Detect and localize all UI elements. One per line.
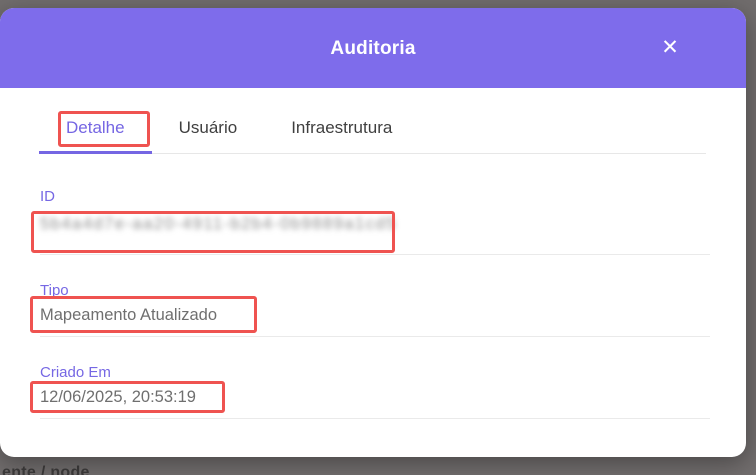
field-criado-em-label: Criado Em [40,364,111,381]
field-criado-em-value: 12/06/2025, 20:53:19 [40,388,710,419]
field-id-value: 5b4a4d7e-aa20-4911-b2b4-0b9889a1cd57 [40,212,710,255]
field-criado-em: Criado Em 12/06/2025, 20:53:19 [40,364,710,419]
field-tipo-label: Tipo [40,282,69,299]
close-icon[interactable]: ✕ [656,34,684,62]
field-id: ID 5b4a4d7e-aa20-4911-b2b4-0b9889a1cd57 [40,188,710,255]
field-tipo-value: Mapeamento Atualizado [40,306,710,337]
tab-usuario[interactable]: Usuário [178,118,238,137]
audit-modal: Auditoria ✕ Detalhe Usuário Infraestrutu… [0,8,746,457]
tab-infraestrutura[interactable]: Infraestrutura [291,118,393,137]
field-tipo: Tipo Mapeamento Atualizado [40,282,710,337]
background-clipped-text: ente / node [2,464,90,475]
tab-detalhe[interactable]: Detalhe [39,112,152,154]
field-id-label: ID [40,188,55,205]
redacted-id-text: 5b4a4d7e-aa20-4911-b2b4-0b9889a1cd57 [40,215,395,233]
modal-title: Auditoria [330,38,416,59]
tab-bar: Detalhe Usuário Infraestrutura [39,112,706,154]
detail-fields: ID 5b4a4d7e-aa20-4911-b2b4-0b9889a1cd57 … [40,188,710,419]
modal-header: Auditoria ✕ [0,8,746,88]
